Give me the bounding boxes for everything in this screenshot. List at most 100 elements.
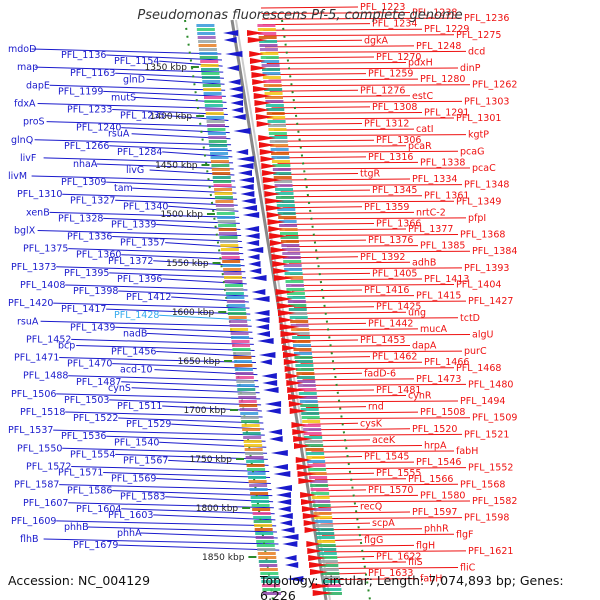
right-gene-label: PFL_1546 [416,457,461,468]
left-connector-line [109,399,262,406]
feature-block-left [241,420,260,423]
right-connector-line [269,89,359,92]
feature-block-right [293,344,312,347]
plus-strand-gene [266,212,283,218]
minus-strand-gene [223,30,239,36]
feature-block-right [273,176,292,179]
right-connector-line [271,106,371,109]
right-gene-label: PFL_1301 [456,113,501,124]
right-connector-line [273,128,415,131]
right-connector-line [291,284,455,286]
plus-strand-gene [268,226,283,232]
feature-block-right [276,200,295,203]
minus-strand-gene [242,212,260,218]
feature-block-right [271,156,290,159]
right-connector-line [311,450,455,453]
feature-block-right [286,292,305,295]
right-connector-line [290,278,423,281]
left-connector-line [106,308,251,315]
feature-block-left [237,392,256,395]
right-connector-line [305,400,459,403]
feature-block-left [201,72,220,75]
left-gene-label: PFL_1487 [76,377,121,388]
feature-block-left [216,212,235,215]
right-gene-label: dinP [460,63,481,74]
plus-strand-gene [249,58,266,64]
feature-block-right [260,52,279,55]
right-gene-label: PFL_1270 [376,52,421,63]
left-gene-label: PFL_1372 [108,256,153,267]
right-gene-label: PFL_1481 [376,385,421,396]
right-gene-label: PFL_1427 [468,296,513,307]
feature-block-right [309,476,328,479]
right-connector-line [319,517,463,520]
plus-strand-gene [288,394,308,400]
feature-block-left [218,232,237,235]
feature-block-right [264,96,283,99]
feature-block-left [253,520,272,523]
minus-strand-gene [238,177,255,183]
left-gene-label: PFL_1327 [70,195,115,206]
feature-block-right [303,432,322,435]
left-gene-label: tam [114,183,133,194]
left-gene-label: PFL_1452 [26,334,71,345]
feature-block-right [288,308,307,311]
feature-block-left [208,136,227,139]
feature-block-left [223,272,242,275]
right-connector-line [315,483,459,486]
left-connector-line [53,302,250,309]
feature-block-left [218,228,237,231]
feature-block-left [219,240,238,243]
right-connector-line [308,428,411,431]
feature-block-left [241,424,260,427]
right-gene-label: cynR [408,391,432,402]
feature-block-left [203,92,222,95]
feature-block-right [312,504,331,507]
feature-block-right [315,528,334,531]
right-gene-label: adhB [412,257,436,268]
feature-block-left [227,308,246,311]
feature-block-right [299,396,318,399]
feature-block-left [206,116,225,119]
minus-strand-gene [268,429,283,435]
feature-block-right [275,196,294,199]
minus-strand-gene [239,184,254,190]
right-connector-line [286,245,419,248]
feature-block-left [217,216,236,219]
right-gene-label: PFL_1248 [416,41,461,52]
plus-strand-gene [269,233,288,239]
right-gene-label: PFL_1280 [420,74,465,85]
feature-block-left [240,412,259,415]
left-gene-label: PFL_1136 [61,50,106,61]
feature-block-left [230,332,249,335]
feature-block-left [209,148,228,151]
feature-block-right [320,564,339,567]
plus-strand-gene [264,191,281,197]
left-gene-label: PFL_1310 [17,189,62,200]
right-connector-line [294,311,407,314]
feature-block-left [204,104,223,107]
left-connector-line [112,363,257,370]
plus-strand-gene [278,310,296,316]
right-gene-label: PFL_1361 [424,191,469,202]
feature-block-right [264,88,283,91]
feature-block-left [214,188,233,191]
right-gene-label: PFL_1275 [456,30,501,41]
left-gene-label: bglX [14,226,36,237]
left-gene-label: PFL_1398 [73,286,118,297]
feature-block-right [273,172,292,175]
right-gene-label: catI [416,124,434,135]
minus-strand-gene [245,233,260,239]
left-gene-label: PFL_1586 [67,486,112,497]
minus-strand-gene [223,37,237,43]
feature-block-right [320,568,339,571]
right-connector-line [309,433,463,436]
left-connector-line [162,278,247,285]
right-connector-line [321,528,423,531]
minus-strand-gene [257,338,274,344]
feature-block-right [300,408,319,411]
right-connector-line [307,417,471,420]
plus-strand-gene [262,170,278,176]
minus-strand-gene [249,268,262,274]
feature-block-left [210,152,229,155]
